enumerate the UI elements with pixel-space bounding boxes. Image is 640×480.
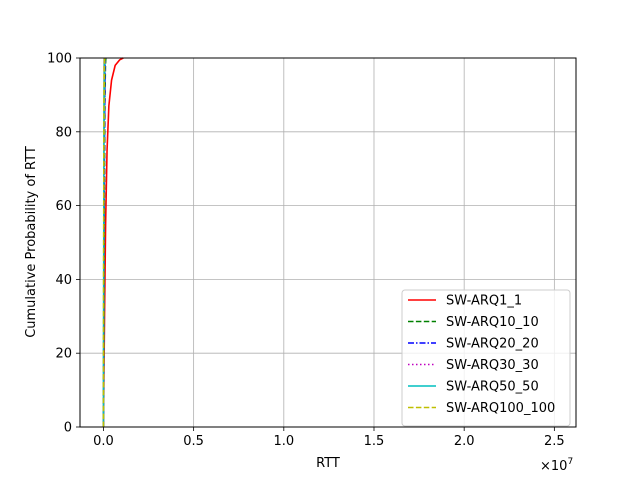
legend-box [401, 289, 571, 427]
x-tick-label: 0.5 [183, 434, 204, 449]
series-lines [102, 57, 124, 428]
x-tick-label: 1.5 [364, 434, 385, 449]
legend-label: SW-ARQ50_50 [446, 380, 539, 395]
axis-ticks: 0.0 0.5 1.0 1.5 2.0 2.5 0 20 40 60 80 100 [47, 52, 565, 450]
legend-label: SW-ARQ10_10 [446, 315, 539, 330]
series-line [102, 57, 106, 428]
y-axis-label: Cumulative Probability of RTT [24, 146, 39, 338]
y-tick-label: 20 [55, 347, 72, 362]
x-tick-label: 0.0 [93, 434, 114, 449]
x-tick-label: 1.0 [273, 434, 294, 449]
y-tick-label: 80 [55, 125, 72, 140]
y-tick-label: 100 [47, 52, 72, 67]
x-tick-label: 2.5 [544, 434, 565, 449]
legend-label: SW-ARQ20_20 [446, 337, 539, 352]
y-tick-label: 40 [55, 273, 72, 288]
x-axis-multiplier-base: ×10 [540, 459, 567, 474]
x-axis-multiplier-exponent: 7 [567, 457, 573, 467]
x-axis-label: RTT [316, 456, 340, 471]
plot-frame [79, 57, 577, 428]
grid [80, 57, 576, 428]
legend-label: SW-ARQ30_30 [446, 358, 539, 373]
y-tick-label: 0 [64, 421, 72, 436]
y-tick-label: 60 [55, 199, 72, 214]
legend-label: SW-ARQ100_100 [446, 401, 555, 416]
x-tick-label: 2.0 [454, 434, 475, 449]
legend-label: SW-ARQ1_1 [446, 294, 522, 309]
legend: SW-ARQ1_1 SW-ARQ10_10 SW-ARQ20_20 SW-ARQ30_… [401, 289, 571, 427]
x-axis-multiplier: ×107 [540, 457, 573, 474]
